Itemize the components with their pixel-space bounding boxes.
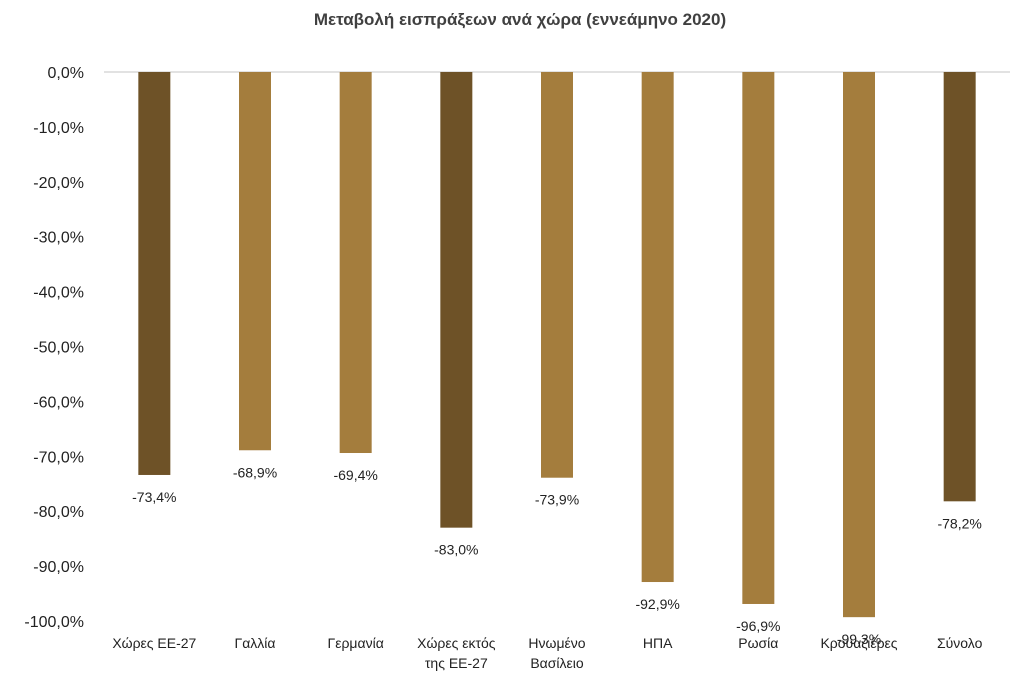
bars-group [138,72,976,618]
data-labels-group: -73,4% -68,9% -69,4% -83,0% -73,9% -92,9% -96,… [132,464,982,647]
bar [843,72,875,618]
category-label-line: Ρωσία [738,635,778,651]
data-label: -68,9% [233,464,277,480]
y-tick-label: -70,0% [33,449,84,466]
data-label: -78,2% [937,515,981,531]
category-label: Σύνολο [937,635,983,651]
bar [339,72,372,454]
data-label: -73,4% [132,489,176,505]
category-label-line: Γερμανία [328,635,384,651]
category-label-line: Κρουαζιέρες [820,635,897,651]
y-tick-label: -30,0% [33,230,84,247]
bar [742,72,775,604]
data-label: -92,9% [635,596,679,612]
bar [239,72,271,451]
category-label: Ρωσία [738,635,778,651]
data-label: -83,0% [434,542,478,558]
data-label: -73,9% [535,492,579,508]
bar [440,72,473,528]
y-tick-label: -100,0% [24,614,84,631]
category-label-line: Βασίλειο [530,655,584,671]
category-label-line: Χώρες εκτός [417,635,496,651]
y-tick-label: -20,0% [33,175,84,192]
y-axis-ticks: 0,0% -10,0% -20,0% -30,0% -40,0% -50,0% -60,0%… [24,65,84,631]
category-label: Χώρες εκτός της ΕΕ-27 [417,635,496,671]
chart-title: Μεταβολή εισπράξεων ανά χώρα (εννεάμηνο … [314,10,726,29]
y-tick-label: -10,0% [33,120,84,137]
y-tick-label: -40,0% [33,285,84,302]
category-label: Χώρες ΕΕ-27 [112,635,196,651]
y-tick-label: -80,0% [33,504,84,521]
category-label-line: Ηνωμένο [528,635,585,651]
category-label-line: Χώρες ΕΕ-27 [112,635,196,651]
category-label: Ηνωμένο Βασίλειο [528,635,585,671]
category-label-line: Γαλλία [234,635,275,651]
category-label: ΗΠΑ [643,635,673,651]
category-label: Κρουαζιέρες [820,635,897,651]
y-tick-label: 0,0% [48,65,84,82]
y-tick-label: -90,0% [33,559,84,576]
category-label: Γερμανία [328,635,384,651]
category-labels-group: Χώρες ΕΕ-27 Γαλλία Γερμανία Χώρες εκτός της … [112,635,982,671]
category-label-line: της ΕΕ-27 [425,655,488,671]
bar [541,72,573,478]
data-label: -99,3% [837,631,881,647]
bar [943,72,976,502]
bar [138,72,171,475]
bar [641,72,674,583]
category-label-line: ΗΠΑ [643,635,673,651]
category-label-line: Σύνολο [937,635,983,651]
data-label: -69,4% [333,467,377,483]
category-label: Γαλλία [234,635,275,651]
y-tick-label: -60,0% [33,394,84,411]
data-label: -96,9% [736,618,780,634]
y-tick-label: -50,0% [33,340,84,357]
